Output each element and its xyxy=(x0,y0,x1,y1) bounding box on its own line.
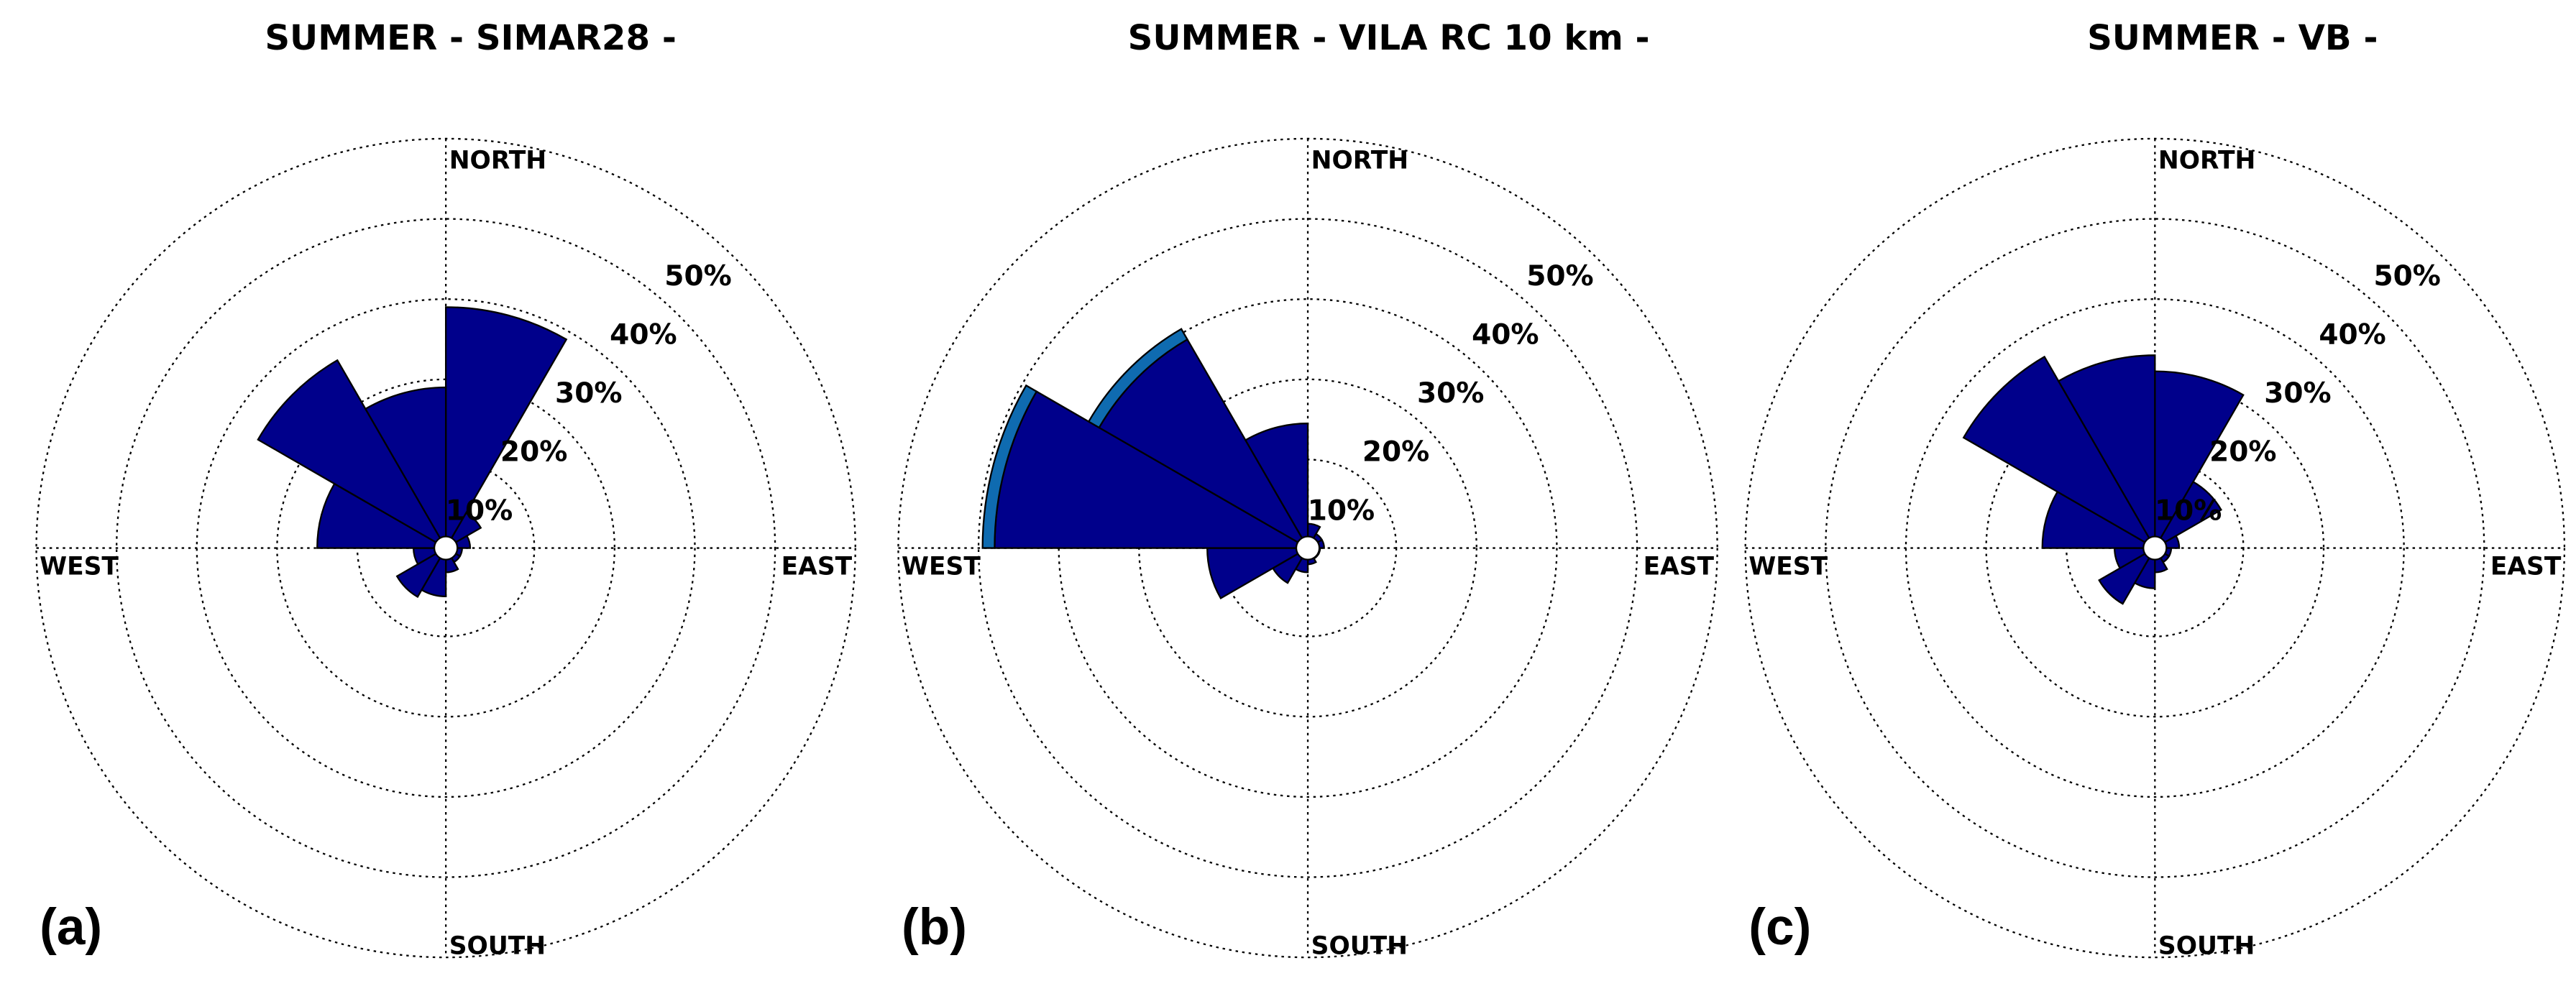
r-tick-label: 10% xyxy=(2155,494,2222,527)
panel-label: (c) xyxy=(1748,899,1811,956)
r-tick-label: 30% xyxy=(1417,377,1484,410)
direction-label: WEST xyxy=(40,552,119,581)
r-tick-label: 20% xyxy=(2209,436,2276,469)
r-tick-label: 40% xyxy=(1472,318,1539,351)
center-hole xyxy=(433,535,459,561)
r-tick-label: 30% xyxy=(2264,377,2331,410)
direction-label: NORTH xyxy=(2158,146,2255,175)
r-tick-label: 50% xyxy=(1526,260,1593,293)
chart-title: SUMMER - SIMAR28 - xyxy=(265,18,677,58)
center-hole xyxy=(2142,535,2168,561)
direction-label: EAST xyxy=(1644,552,1715,581)
r-tick-label: 10% xyxy=(1308,494,1375,527)
wind-rose: SUMMER - VB - 10% 20% 30% 40% 50% NORTH EAST SOU… xyxy=(1744,18,2566,961)
wind-rose: SUMMER - VILA RC 10 km - 10% 20% 30% 40% 50% N… xyxy=(897,18,1718,961)
r-tick-label: 40% xyxy=(610,318,677,351)
chart-title: SUMMER - VB - xyxy=(2087,18,2378,58)
panel-label: (a) xyxy=(40,899,102,956)
direction-label: SOUTH xyxy=(1311,932,1408,961)
grid-ring xyxy=(977,218,1638,878)
sector-bar xyxy=(1087,328,1189,429)
grid-ring xyxy=(1058,298,1558,798)
r-tick-label: 10% xyxy=(446,494,513,527)
r-tick-label: 50% xyxy=(664,260,731,293)
grid-ring xyxy=(116,218,776,878)
direction-label: WEST xyxy=(1748,552,1828,581)
direction-label: EAST xyxy=(2490,552,2562,581)
direction-label: NORTH xyxy=(449,146,546,175)
r-tick-label: 40% xyxy=(2319,318,2385,351)
center-hole xyxy=(1295,535,1321,561)
direction-label: SOUTH xyxy=(449,932,546,961)
chart-title: SUMMER - VILA RC 10 km - xyxy=(1128,18,1650,58)
direction-label: NORTH xyxy=(1311,146,1408,175)
wind-rose: SUMMER - SIMAR28 - 10% 20% 30% 40% 50% NORTH EA… xyxy=(35,18,856,961)
direction-label: EAST xyxy=(781,552,853,581)
grid-ring xyxy=(1905,298,2405,798)
r-tick-label: 20% xyxy=(500,436,567,469)
grid-ring xyxy=(196,298,696,798)
r-tick-label: 20% xyxy=(1362,436,1429,469)
r-tick-label: 30% xyxy=(555,377,622,410)
r-tick-label: 50% xyxy=(2373,260,2440,293)
grid-ring xyxy=(897,137,1718,959)
sector-bar xyxy=(981,384,1038,549)
direction-label: SOUTH xyxy=(2158,932,2255,961)
grid-ring xyxy=(35,137,856,959)
direction-label: WEST xyxy=(902,552,981,581)
panel-label: (b) xyxy=(902,899,967,956)
grid-ring xyxy=(1825,218,2485,878)
grid-ring xyxy=(1744,137,2566,959)
